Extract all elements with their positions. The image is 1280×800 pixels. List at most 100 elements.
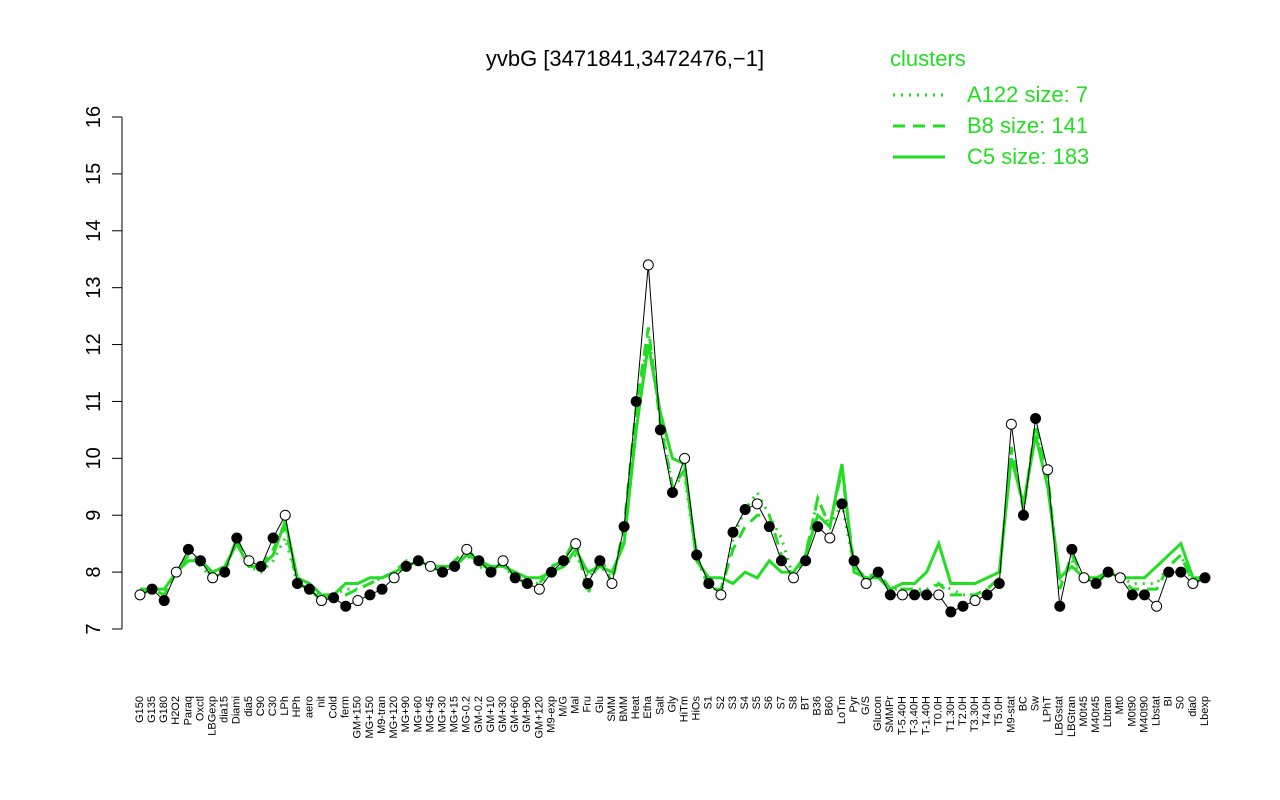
x-tick-label: G135 (146, 696, 158, 723)
data-point (231, 532, 243, 544)
data-point (449, 560, 461, 572)
x-tick-label: BMM (618, 696, 630, 722)
x-tick-label: ferm (340, 696, 352, 718)
data-point (642, 259, 654, 271)
x-tick-label: nit (315, 696, 327, 708)
x-tick-label: G150 (134, 696, 146, 723)
x-tick-label: Cold (328, 696, 340, 719)
data-point (364, 589, 376, 601)
data-point (146, 583, 158, 595)
x-tick-label: LBGstat (1054, 696, 1066, 736)
x-tick-label: Heat (630, 696, 642, 719)
data-point (654, 424, 666, 436)
data-point (158, 595, 170, 607)
x-tick-label: MG+30 (436, 696, 448, 732)
x-tick-label: dia5 (243, 696, 255, 717)
data-point (872, 566, 884, 578)
x-tick-label: M0t45 (1078, 696, 1090, 727)
x-tick-label: HiTm (679, 696, 691, 722)
data-point (812, 521, 824, 533)
x-tick-label: MG+15 (449, 696, 461, 732)
data-point (993, 577, 1005, 589)
data-point (316, 595, 328, 607)
x-tick-label: GM+10 (485, 696, 497, 732)
data-point (243, 555, 255, 567)
x-tick-label: S0 (1175, 696, 1187, 709)
x-tick-label: Paraq (182, 696, 194, 725)
x-tick-label: M9-stat (1005, 696, 1017, 733)
data-point (558, 555, 570, 567)
cluster-line (139, 327, 1206, 603)
data-point (255, 560, 267, 572)
x-tick-label: T1.30H (945, 696, 957, 732)
x-tick-label: M9-exp (545, 696, 557, 733)
x-tick-label: MG+90 (400, 696, 412, 732)
y-tick-label: 8 (83, 567, 105, 578)
y-tick-label: 11 (83, 391, 105, 412)
x-tick-label: C90 (255, 696, 267, 716)
data-point (751, 498, 763, 510)
x-tick-label: T5.0H (993, 696, 1005, 726)
y-tick-label: 9 (83, 510, 105, 521)
cluster-line (139, 332, 1206, 598)
x-tick-label: S4 (739, 696, 751, 709)
x-tick-label: LBGtran (1066, 696, 1078, 737)
x-tick-label: B36 (812, 696, 824, 716)
x-tick-label: SMM (606, 696, 618, 722)
data-point (303, 583, 315, 595)
data-point (134, 589, 146, 601)
x-tick-label: MG+45 (424, 696, 436, 732)
data-point (473, 555, 485, 567)
x-tick-label: HiOs (691, 696, 703, 721)
data-point (667, 486, 678, 498)
data-point (267, 532, 279, 544)
data-point (739, 504, 751, 516)
data-point (1187, 577, 1199, 589)
x-tick-label: dia15 (219, 696, 231, 723)
legend-label: C5 size: 183 (967, 144, 1089, 169)
x-tick-label: S3 (727, 696, 739, 709)
legend-title: clusters (890, 46, 966, 71)
x-tick-label: S8 (787, 696, 799, 709)
x-tick-label: M/G (557, 696, 569, 717)
data-point (219, 566, 231, 578)
data-point (727, 526, 739, 538)
data-point (533, 583, 545, 595)
expression-line (139, 264, 1206, 613)
y-tick-label: 7 (83, 623, 105, 634)
data-point (763, 521, 775, 533)
y-tick-label: 14 (83, 220, 105, 242)
data-point (340, 600, 352, 612)
data-point (279, 509, 291, 521)
x-tick-label: M0t90 (1126, 696, 1138, 727)
x-tick-label: BT (800, 696, 812, 710)
x-tick-label: S2 (715, 696, 727, 709)
data-point (1017, 509, 1029, 521)
data-point (1114, 572, 1126, 584)
data-point (1066, 543, 1078, 555)
data-point (715, 589, 727, 601)
x-tick-label: Lbexp (1199, 696, 1211, 726)
data-point (703, 577, 715, 589)
x-tick-label: G/S (860, 696, 872, 715)
data-point (788, 572, 800, 584)
data-point (328, 592, 340, 604)
x-tick-label: Oxctl (194, 696, 206, 721)
data-point (570, 538, 582, 550)
data-point (545, 566, 557, 578)
x-tick-label: Glu (594, 696, 606, 713)
x-tick-label: Etha (642, 695, 654, 719)
data-point (1138, 589, 1150, 601)
x-tick-label: S6 (763, 696, 775, 709)
data-point (170, 566, 182, 578)
y-tick-label: 15 (83, 163, 105, 185)
x-tick-label: Gly (666, 696, 678, 713)
data-point (860, 577, 872, 589)
x-tick-label: BI (1163, 696, 1175, 706)
x-tick-label: Pyr (848, 696, 860, 713)
data-point (291, 577, 303, 589)
x-tick-label: T0.0H (933, 696, 945, 726)
data-point (824, 532, 836, 544)
data-point (1175, 566, 1187, 578)
